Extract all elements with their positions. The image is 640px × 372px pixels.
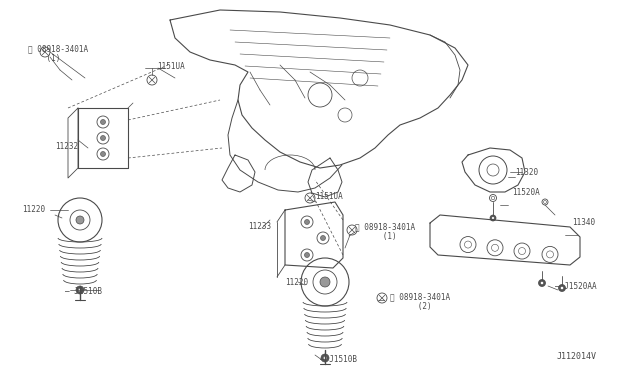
Circle shape [492,217,494,219]
Text: 11232: 11232 [55,142,78,151]
Circle shape [320,277,330,287]
Circle shape [559,285,566,292]
Circle shape [540,282,543,285]
Text: — J1520AA: — J1520AA [555,282,596,291]
Text: 11340: 11340 [572,218,595,227]
Text: ⓝ 08918-3401A
    (1): ⓝ 08918-3401A (1) [28,44,88,63]
Circle shape [100,135,106,141]
Circle shape [100,119,106,125]
Text: 11220: 11220 [22,205,45,214]
Circle shape [78,288,82,292]
Circle shape [321,235,326,241]
Circle shape [323,356,327,360]
Circle shape [305,219,310,224]
Circle shape [76,286,84,294]
Text: 11220: 11220 [285,278,308,287]
Circle shape [321,354,329,362]
Circle shape [100,151,106,157]
Text: 1151UA: 1151UA [157,62,185,71]
Text: — J1510B: — J1510B [65,287,102,296]
Circle shape [538,279,545,286]
Circle shape [305,253,310,257]
Text: 11233: 11233 [248,222,271,231]
Text: ⓝ 08918-3401A
      (2): ⓝ 08918-3401A (2) [390,292,450,311]
Circle shape [561,286,564,289]
Text: ⓝ 08918-3401A
      (1): ⓝ 08918-3401A (1) [355,222,415,241]
Circle shape [490,215,496,221]
Text: 1151UA: 1151UA [315,192,343,201]
Text: J112014V: J112014V [557,352,597,361]
Circle shape [76,216,84,224]
Text: 11520A: 11520A [512,188,540,197]
Text: — J1510B: — J1510B [320,355,357,364]
Text: 11320: 11320 [515,168,538,177]
